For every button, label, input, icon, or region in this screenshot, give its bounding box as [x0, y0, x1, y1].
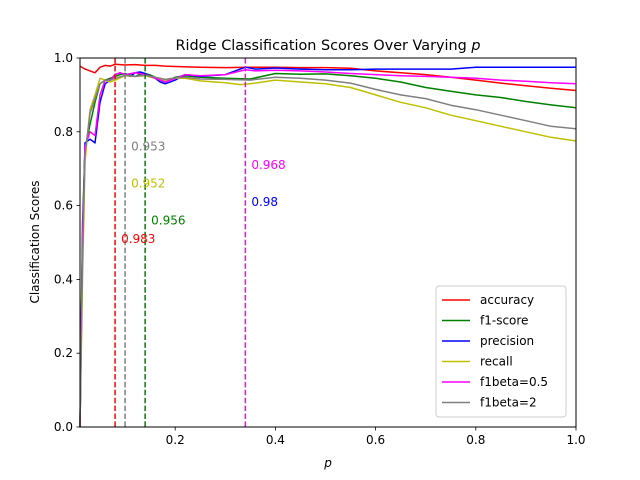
chart-title-variable: p: [470, 38, 480, 54]
y-axis-ticks: 0.0 0.2 0.4 0.6 0.8 1.0: [54, 51, 80, 434]
annotation-5: 0.98: [251, 195, 278, 209]
legend: accuracy f1-score precision recall f1beta=0.…: [435, 285, 567, 418]
x-axis-ticks: 0.2 0.4 0.6 0.8 1.0: [166, 427, 586, 447]
plot-lines: [79, 63, 577, 428]
chart-title-text: Ridge Classification Scores Over Varying: [176, 38, 472, 54]
y-tick-label: 1.0: [54, 51, 73, 65]
legend-label-0: accuracy: [480, 293, 534, 307]
annotation-4: 0.968: [251, 158, 285, 172]
series-line-4: [79, 69, 577, 428]
annotations: 0.953 0.952 0.956 0.983 0.968 0.98: [121, 140, 286, 246]
x-tick-label: 0.4: [266, 433, 285, 447]
x-tick-label: 1.0: [566, 433, 585, 447]
series-line-2: [79, 66, 576, 428]
legend-label-2: precision: [480, 334, 534, 348]
annotation-2: 0.956: [151, 213, 185, 227]
series-line-3: [79, 74, 577, 428]
y-tick-label: 0.2: [54, 346, 73, 360]
y-axis-label: Classification Scores: [28, 180, 42, 303]
y-tick-label: 0.6: [54, 199, 73, 213]
vertical-markers: [114, 58, 247, 427]
y-tick-label: 0.8: [54, 125, 73, 139]
legend-label-4: f1beta=0.5: [480, 375, 548, 389]
legend-label-5: f1beta=2: [480, 396, 537, 410]
annotation-0: 0.953: [131, 140, 165, 154]
x-tick-label: 0.6: [366, 433, 385, 447]
series-line-5: [79, 74, 577, 428]
annotation-1: 0.952: [131, 176, 165, 190]
annotation-3: 0.983: [121, 232, 155, 246]
y-tick-label: 0.4: [54, 272, 73, 286]
legend-label-1: f1-score: [480, 314, 528, 328]
legend-label-3: recall: [480, 355, 513, 369]
legend-box: [435, 285, 567, 418]
x-axis-label: p: [323, 456, 332, 470]
x-tick-label: 0.8: [466, 433, 485, 447]
chart-title: Ridge Classification Scores Over Varying…: [176, 38, 481, 54]
x-tick-label: 0.2: [166, 433, 185, 447]
plot-frame: [79, 57, 577, 428]
y-tick-label: 0.0: [54, 420, 73, 434]
